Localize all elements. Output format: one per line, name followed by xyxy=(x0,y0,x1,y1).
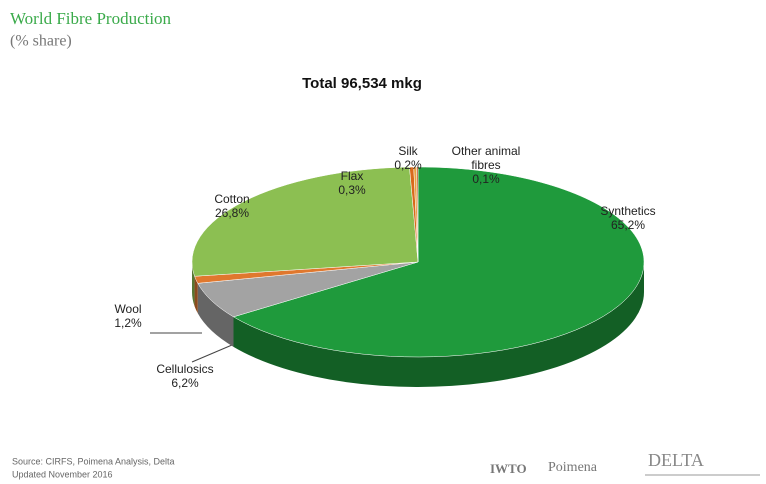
pie-side xyxy=(197,283,234,347)
slice-label: Silk xyxy=(398,144,418,158)
pie-side xyxy=(192,262,195,307)
slice-value-label: 1,2% xyxy=(114,316,142,330)
pie-side xyxy=(233,262,644,388)
slice-value-label: 0,3% xyxy=(338,183,366,197)
pie-slice xyxy=(232,166,645,358)
slice-label: Other animal fibres xyxy=(452,144,521,172)
chart-title: World Fibre Production xyxy=(10,9,172,28)
pie-tops xyxy=(191,166,645,358)
total-annotation: Total 96,534 mkg xyxy=(302,75,422,92)
logo: Poimena xyxy=(548,460,598,475)
slice-value-label: 26,8% xyxy=(215,206,249,220)
chart-subtitle: (% share) xyxy=(10,33,72,50)
slice-label: Cellulosics xyxy=(156,362,213,376)
slice-label: Synthetics xyxy=(600,204,655,218)
slice-label: Flax xyxy=(341,169,364,183)
pie-slice xyxy=(416,166,419,263)
slice-value-label: 65,2% xyxy=(611,218,645,232)
slice-value-label: 0,2% xyxy=(394,158,422,172)
updated-note: Updated November 2016 xyxy=(12,469,113,479)
slice-label: Cotton xyxy=(214,192,249,206)
slice-value-label: 0,1% xyxy=(472,172,500,186)
source-note: Source: CIRFS, Poimena Analysis, Delta xyxy=(12,456,175,466)
pie-slice xyxy=(191,166,419,277)
logo: DELTA xyxy=(648,450,704,470)
pie-sides xyxy=(192,262,644,388)
pie-side xyxy=(194,276,198,314)
slice-label: Wool xyxy=(114,302,141,316)
logo: IWTO xyxy=(490,461,527,476)
slice-value-label: 6,2% xyxy=(171,376,199,390)
leader-line xyxy=(191,344,233,363)
